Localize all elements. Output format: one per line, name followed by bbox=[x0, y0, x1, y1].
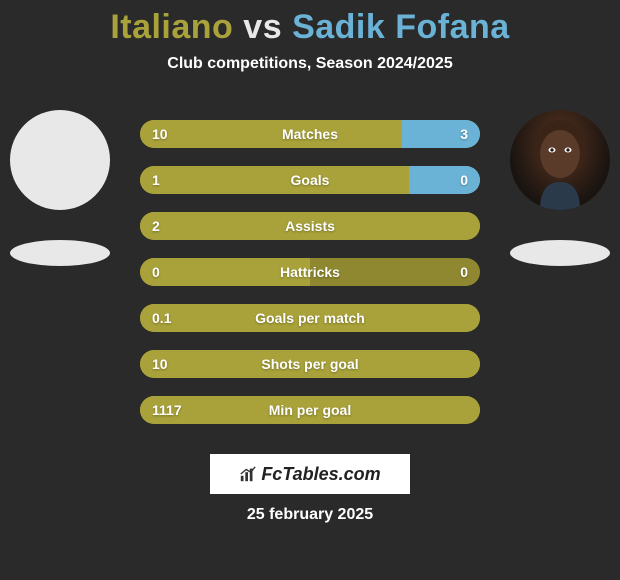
stat-bar-row: 1 Goals 0 bbox=[140, 166, 480, 194]
stat-bar-right-fill bbox=[409, 166, 480, 194]
stat-bar-left-value: 1117 bbox=[152, 402, 182, 418]
stat-bar-label: Min per goal bbox=[269, 402, 351, 418]
stat-bar-label: Assists bbox=[285, 218, 335, 234]
title-vs: vs bbox=[243, 8, 282, 46]
player-right-avatar bbox=[510, 110, 610, 210]
stat-bar-row: 0 Hattricks 0 bbox=[140, 258, 480, 286]
stat-bar-label: Matches bbox=[282, 126, 338, 142]
logo-box: FcTables.com bbox=[210, 454, 410, 494]
title-player1: Italiano bbox=[110, 8, 233, 46]
subtitle: Club competitions, Season 2024/2025 bbox=[0, 55, 620, 73]
chart-icon bbox=[239, 465, 257, 483]
stat-bar-label: Hattricks bbox=[280, 264, 340, 280]
stat-bar-left-value: 0 bbox=[152, 264, 160, 280]
stat-bar-label: Goals per match bbox=[255, 310, 365, 326]
date: 25 february 2025 bbox=[247, 506, 373, 524]
stat-bar-right-value: 0 bbox=[460, 172, 468, 188]
comparison-title: Italiano vs Sadik Fofana bbox=[0, 0, 620, 47]
stat-bar-row: 10 Matches 3 bbox=[140, 120, 480, 148]
stat-bar-left-value: 0.1 bbox=[152, 310, 171, 326]
logo-text: FcTables.com bbox=[261, 464, 380, 485]
stat-bar-right-fill bbox=[402, 120, 480, 148]
stat-bar-label: Shots per goal bbox=[261, 356, 358, 372]
stat-bars: 10 Matches 3 1 Goals 0 2 Assists 0 Hattricks 0 0.1 G… bbox=[140, 120, 480, 424]
stat-bar-row: 0.1 Goals per match bbox=[140, 304, 480, 332]
player-right-flag bbox=[510, 240, 610, 266]
stat-bar-row: 10 Shots per goal bbox=[140, 350, 480, 378]
stat-bar-left-value: 10 bbox=[152, 126, 168, 142]
stat-bar-left-value: 10 bbox=[152, 356, 168, 372]
stat-bar-right-value: 3 bbox=[460, 126, 468, 142]
stat-bar-row: 1117 Min per goal bbox=[140, 396, 480, 424]
stat-bar-right-value: 0 bbox=[460, 264, 468, 280]
player-left-flag bbox=[10, 240, 110, 266]
player-right-face-icon bbox=[510, 110, 610, 210]
stat-bar-label: Goals bbox=[291, 172, 330, 188]
stat-bar-row: 2 Assists bbox=[140, 212, 480, 240]
stat-bar-left-value: 1 bbox=[152, 172, 160, 188]
stat-bar-left-fill bbox=[140, 166, 409, 194]
stat-bar-left-fill bbox=[140, 120, 402, 148]
player-left-avatar bbox=[10, 110, 110, 210]
title-player2: Sadik Fofana bbox=[292, 8, 510, 46]
stat-bar-left-value: 2 bbox=[152, 218, 160, 234]
player-left-column bbox=[5, 110, 115, 266]
player-right-column bbox=[505, 110, 615, 266]
